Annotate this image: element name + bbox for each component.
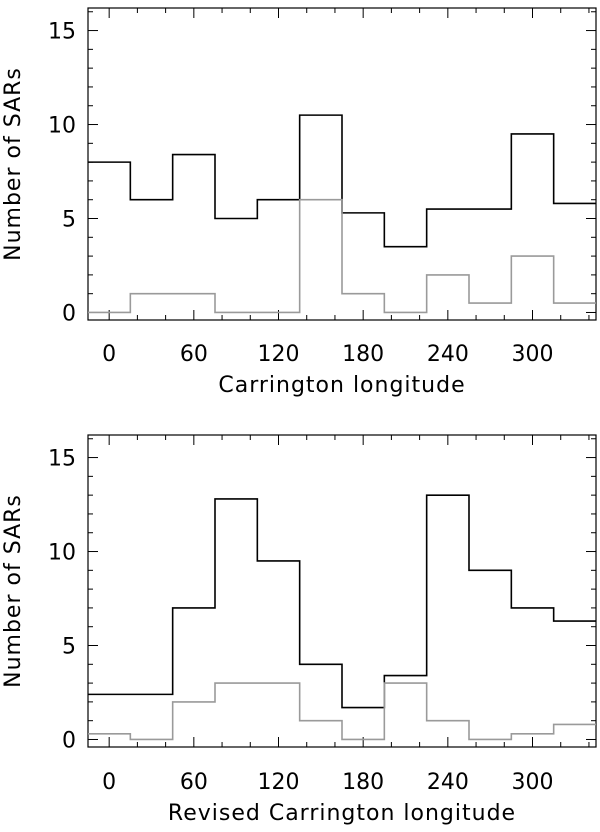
top-plot-frame [87, 7, 597, 321]
bottom-x-tick-labels: 0 60 120 180 240 300 [102, 770, 553, 795]
histogram-step-line [88, 114, 596, 248]
y-tick-label: 0 [62, 301, 76, 326]
top-series-group [88, 114, 596, 314]
series-0 [88, 494, 596, 709]
bottom-x-axis-title: Revised Carrington longitude [168, 801, 516, 826]
y-tick-label: 10 [48, 114, 76, 139]
top-x-tick-labels: 0 60 120 180 240 300 [102, 342, 553, 367]
x-tick-label: 240 [427, 342, 469, 367]
x-tick-label: 300 [512, 770, 554, 795]
bottom-histogram-panel: 0 60 120 180 240 300 0 5 10 15 Revised Carringto… [1, 434, 597, 826]
x-tick-label: 0 [102, 770, 116, 795]
series-1 [88, 682, 596, 741]
x-tick-label: 180 [342, 342, 384, 367]
y-tick-label: 5 [62, 635, 76, 660]
x-tick-label: 60 [180, 770, 208, 795]
top-x-axis-title: Carrington longitude [218, 373, 465, 398]
y-tick-label: 5 [62, 208, 76, 233]
y-tick-label: 15 [48, 447, 76, 472]
y-tick-label: 0 [62, 728, 76, 753]
y-tick-label: 15 [48, 20, 76, 45]
histogram-step-line [88, 682, 596, 741]
histogram-step-line [88, 494, 596, 709]
x-tick-label: 180 [342, 770, 384, 795]
x-tick-label: 60 [180, 342, 208, 367]
bottom-plot-frame [87, 434, 597, 748]
histogram-step-line [88, 198, 596, 314]
top-tick-marks [88, 8, 596, 320]
top-y-axis-title: Number of SARs [1, 67, 26, 261]
top-y-tick-labels: 0 5 10 15 [48, 20, 76, 327]
x-tick-label: 240 [427, 770, 469, 795]
x-tick-label: 120 [258, 342, 300, 367]
series-1 [88, 198, 596, 314]
bottom-series-group [88, 494, 596, 741]
x-tick-label: 120 [258, 770, 300, 795]
bottom-y-tick-labels: 0 5 10 15 [48, 447, 76, 754]
x-tick-label: 0 [102, 342, 116, 367]
y-tick-label: 10 [48, 541, 76, 566]
series-0 [88, 114, 596, 248]
bottom-y-axis-title: Number of SARs [1, 494, 26, 688]
x-tick-label: 300 [512, 342, 554, 367]
bottom-tick-marks [88, 435, 596, 747]
top-histogram-panel: 0 60 120 180 240 300 0 5 10 15 Carrington longit… [1, 7, 597, 398]
